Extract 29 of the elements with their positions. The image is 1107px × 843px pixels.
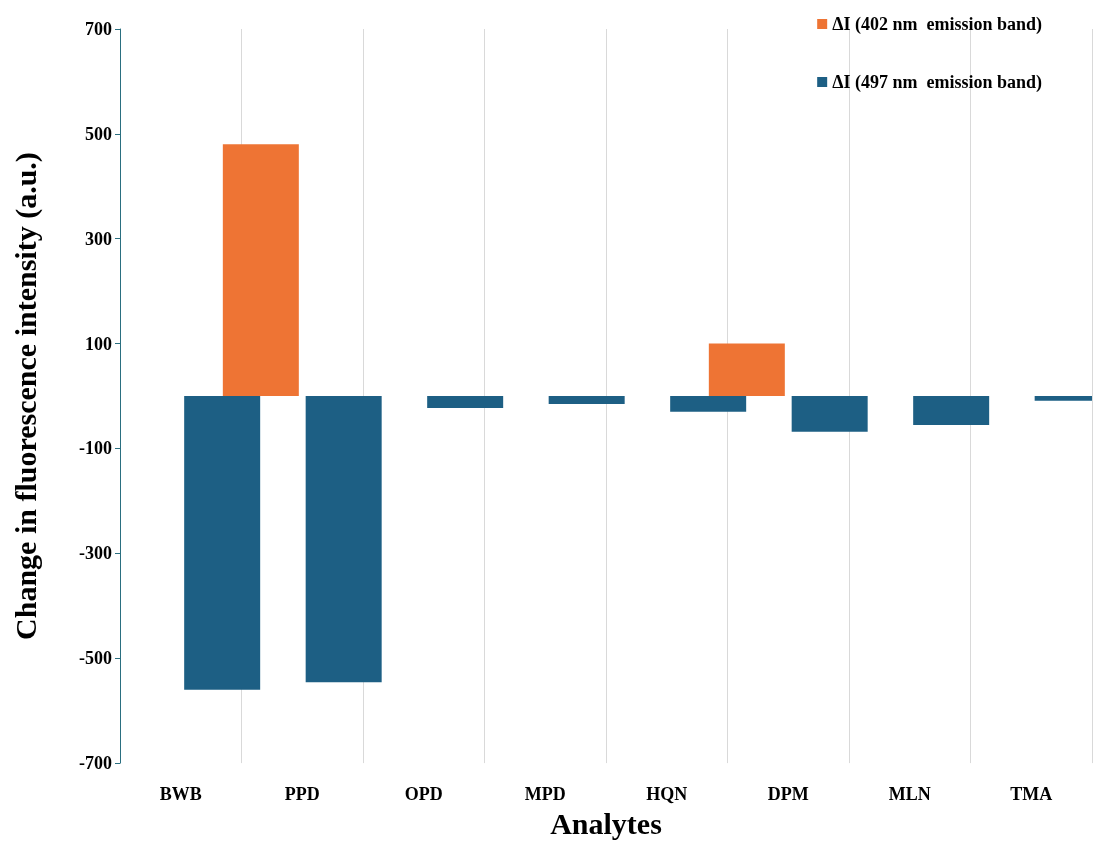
- x-tick-label: PPD: [284, 784, 320, 805]
- x-tick-label: TMA: [1010, 784, 1053, 805]
- bar: [305, 396, 382, 683]
- y-tick-label: -700: [79, 753, 112, 774]
- y-tick-label: -100: [79, 438, 112, 459]
- legend-label: ΔI (402 nm emission band): [832, 14, 1043, 35]
- bar: [913, 396, 990, 425]
- bar: [184, 396, 261, 690]
- legend-label: ΔI (497 nm emission band): [832, 72, 1043, 93]
- bar: [708, 343, 785, 397]
- bar: [427, 396, 504, 409]
- x-tick-label: DPM: [767, 784, 809, 805]
- bar: [670, 396, 747, 412]
- x-tick-label: MPD: [524, 784, 566, 805]
- y-axis-title: Change in fluorescence intensity (a.u.): [8, 152, 43, 640]
- y-tick-label: 100: [85, 333, 112, 354]
- y-tick-label: 500: [85, 123, 112, 144]
- bar: [222, 144, 299, 397]
- y-tick-label: -300: [79, 543, 112, 564]
- x-tick-label: MLN: [888, 784, 931, 805]
- x-tick-label: HQN: [646, 784, 688, 805]
- x-tick-label: BWB: [159, 784, 202, 805]
- x-tick-label: OPD: [404, 784, 443, 805]
- x-axis-title: Analytes: [550, 806, 662, 840]
- y-tick-label: 300: [85, 228, 112, 249]
- bar: [791, 396, 868, 432]
- bar: [548, 396, 625, 404]
- y-tick-label: 700: [85, 19, 112, 39]
- y-tick-label: -500: [79, 648, 112, 669]
